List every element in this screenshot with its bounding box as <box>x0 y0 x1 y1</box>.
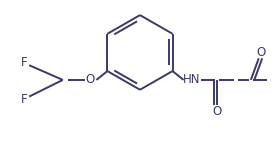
Text: O: O <box>213 105 222 118</box>
Text: F: F <box>21 56 28 69</box>
Text: F: F <box>21 93 28 106</box>
Text: O: O <box>86 73 95 86</box>
Text: O: O <box>256 46 265 59</box>
Text: HN: HN <box>183 73 200 86</box>
